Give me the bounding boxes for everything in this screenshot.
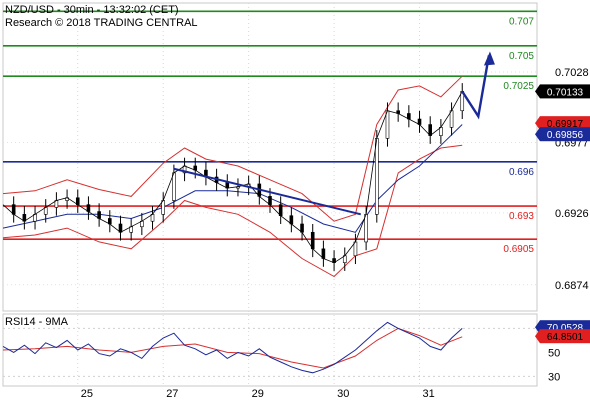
price-tag-label: 0.69917 xyxy=(547,119,584,130)
bollinger-lower-line xyxy=(2,144,463,278)
price-candle xyxy=(172,172,176,201)
rsi-tag-label: 70.0528 xyxy=(547,323,584,334)
x-tick-label: 29 xyxy=(252,388,264,400)
y-tick-label: 0.6926 xyxy=(555,208,589,220)
level-label: 0.707 xyxy=(509,16,534,27)
price-tag xyxy=(540,84,590,99)
trend-line xyxy=(173,167,362,216)
price-tag xyxy=(540,116,590,131)
price-panel-frame xyxy=(2,2,538,312)
price-line xyxy=(2,91,463,264)
price-tag-label: 0.70133 xyxy=(547,87,584,98)
rsi-y-tick-label: 30 xyxy=(548,371,560,383)
moving-average-line xyxy=(2,124,463,233)
price-tag-pointer xyxy=(535,116,540,131)
rsi-tag-pointer xyxy=(535,320,540,335)
level-label: 0.693 xyxy=(509,211,534,222)
price-candle xyxy=(449,110,454,128)
chart-title: NZD/USD - 30min - 13:32:02 (CET) xyxy=(5,4,179,16)
bollinger-upper-line xyxy=(2,75,463,222)
level-label: 0.696 xyxy=(509,167,534,178)
price-tag-pointer xyxy=(535,127,540,142)
price-tag xyxy=(540,127,590,142)
rsi-tag-pointer xyxy=(535,329,540,344)
forecast-arrowhead xyxy=(483,51,495,66)
price-tag-label: 0.69856 xyxy=(547,130,584,141)
x-tick-label: 31 xyxy=(423,388,435,400)
x-tick-label: 27 xyxy=(166,388,178,400)
y-tick-label: 0.6874 xyxy=(555,280,589,292)
rsi-panel-frame xyxy=(2,313,538,387)
rsi-y-tick-label: 50 xyxy=(548,347,560,359)
rsi-line xyxy=(2,321,463,374)
price-candle xyxy=(161,200,165,215)
price-candle xyxy=(385,110,390,139)
rsi-ma-line xyxy=(2,327,463,369)
forecast-arrow-line xyxy=(461,55,491,120)
price-layer: 25 27 29 30 310.70280.69770.69260.68740.7070… xyxy=(2,3,590,400)
price-candle xyxy=(353,241,358,257)
price-candle xyxy=(364,214,368,243)
price-candle xyxy=(374,138,379,215)
level-label: 0.6905 xyxy=(503,244,534,255)
x-tick-label: 25 xyxy=(81,388,93,400)
price-candle xyxy=(310,231,315,250)
rsi-tag xyxy=(540,329,590,344)
x-tick-label: 30 xyxy=(337,388,349,400)
chart-copyright: Research © 2018 TRADING CENTRAL xyxy=(5,17,198,29)
y-tick-label: 0.7028 xyxy=(555,67,589,79)
level-label: 0.7025 xyxy=(503,81,534,92)
price-tag-pointer xyxy=(535,84,540,99)
rsi-panel-title: RSI14 - 9MA xyxy=(5,316,69,328)
rsi-tag-label: 64.8501 xyxy=(547,332,584,343)
level-label: 0.705 xyxy=(509,51,534,62)
